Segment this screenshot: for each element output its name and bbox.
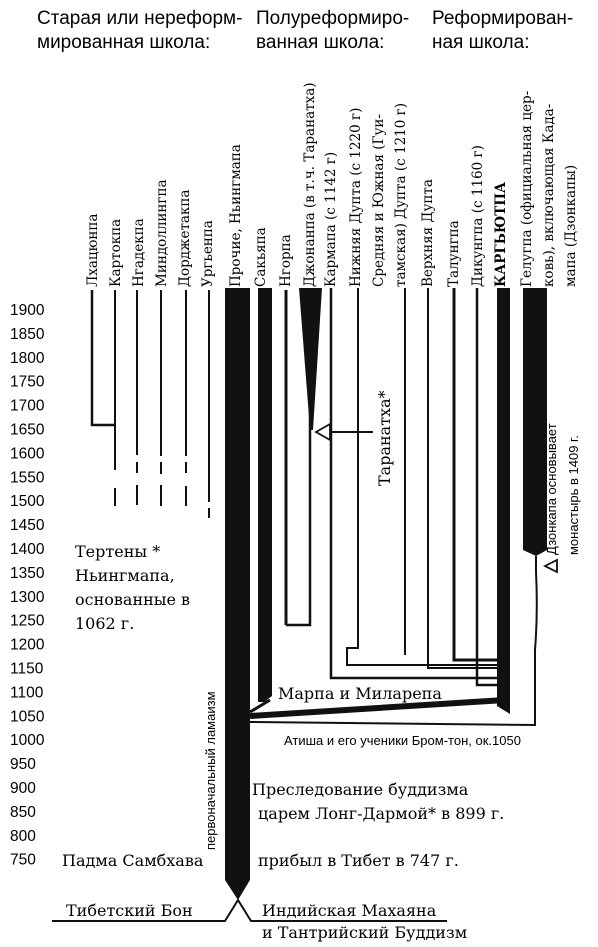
header-semi-reformed-line1: Полуреформиро-	[256, 8, 409, 29]
note-marpa-milarepa: Марпа и Миларепа	[278, 684, 442, 703]
label-urgyenpa: Ургьенпа	[200, 220, 216, 287]
year-label: 1500	[10, 493, 45, 510]
school-labels: Лхацюнпа Картокпа Нгадекпа Миндоллингпа …	[85, 82, 579, 287]
note-atisha: Атиша и его ученики Бром-тон, ок.1050	[284, 733, 521, 748]
note-padmasambhava: Падма Самбхава	[62, 851, 204, 870]
year-label: 1000	[10, 732, 45, 749]
label-upper-drukpa: Верхняя Дупта	[420, 179, 436, 287]
note-tsongkhapa-2: монастырь в 1409 г.	[566, 435, 581, 555]
year-label: 1250	[10, 613, 45, 630]
lineage-upper-drukpa	[427, 288, 500, 669]
note-tertons-1: Тертены *	[75, 542, 160, 561]
nyingma-lineages	[90, 290, 210, 518]
main-trunk	[52, 288, 447, 922]
year-label: 1450	[10, 517, 45, 534]
label-karmapa: Кармапа (с 1142 г)	[323, 152, 339, 287]
gelug-kadam-link	[249, 556, 538, 727]
lineage-karmapa	[329, 288, 500, 680]
year-label: 1350	[10, 565, 45, 582]
year-label: 1900	[10, 302, 45, 319]
year-label: 850	[10, 804, 36, 821]
lineage-lower-drukpa	[346, 288, 500, 666]
label-other-nyingma: Прочие, Ньингмапа	[228, 144, 244, 287]
label-talungpa: Талунгпа	[446, 220, 462, 287]
label-ngor: Нгорпа	[278, 234, 294, 287]
column-headers: Старая или нереформ- мированная школа: П…	[37, 8, 573, 53]
header-reformed-line1: Реформирован-	[432, 8, 573, 29]
label-middle-southern-drukpa-1: Средняя и Южная (Гуи-	[371, 114, 387, 287]
note-persecution-2: царем Лонг-Дармой* в 899 г.	[258, 804, 504, 823]
year-label: 1400	[10, 541, 45, 558]
taranatha-arrow-icon	[314, 422, 331, 442]
year-label: 1600	[10, 445, 45, 462]
year-label: 900	[10, 780, 36, 797]
note-tertons-4: 1062 г.	[75, 614, 134, 633]
year-label: 1650	[10, 422, 45, 439]
label-middle-southern-drukpa-2: тамская) Дупта (с 1210 г)	[393, 103, 409, 287]
header-old-school-line2: мированная школа:	[37, 32, 210, 53]
year-label: 750	[10, 852, 36, 869]
note-mahayana-2: и Тантрийский Буддизм	[262, 923, 467, 942]
year-label: 1800	[10, 350, 45, 367]
label-kartokpa: Картокпа	[108, 219, 124, 287]
gelug-branch	[249, 288, 547, 727]
annotations: Тертены * Ньингмапа, основанные в 1062 г…	[62, 390, 581, 942]
kagyu-branch-link	[249, 697, 506, 719]
label-gelug-3: мапа (Дзонкапы)	[563, 165, 579, 287]
header-reformed-line2: ная школа:	[432, 32, 529, 53]
label-jonang: Джонанпа (в т.ч. Таранатха)	[302, 82, 318, 287]
year-label: 1700	[10, 398, 45, 415]
note-early-lamaism: первоначальный ламаизм	[203, 691, 218, 850]
note-tibetan-bon: Тибетский Бон	[66, 901, 193, 920]
year-label: 1100	[10, 684, 44, 701]
year-label: 1750	[10, 374, 45, 391]
trunk-sakya	[258, 288, 272, 702]
bon-mahayana-base	[52, 898, 447, 922]
lineage-lkhatsyunpa	[90, 290, 115, 427]
note-taranatha: Таранатха*	[375, 390, 394, 486]
trunk-nyingma	[225, 288, 250, 900]
label-dorjetakpa: Дорджетакпа	[177, 190, 193, 287]
jonang-stem	[286, 288, 312, 627]
header-old-school-line1: Старая или нереформ-	[37, 8, 242, 29]
year-label: 1050	[10, 708, 45, 725]
kagyu-lineages	[329, 288, 500, 687]
note-mahayana-1: Индийская Махаяна	[262, 901, 437, 920]
note-tsongkhapa-1: Дзонкапа основывает	[544, 423, 559, 555]
year-label: 1200	[10, 637, 45, 654]
label-ngadekpa: Нгадекпа	[131, 218, 147, 287]
sakya-branches	[249, 288, 288, 714]
note-persecution-1: Преследование буддизма	[252, 780, 469, 799]
label-mindrolling: Миндоллингпа	[154, 179, 170, 287]
label-sakya: Сакьяпа	[253, 227, 269, 287]
label-lower-drukpa: Нижняя Дупта (с 1220 г)	[348, 108, 364, 287]
label-lkhatsyunpa: Лхацюнпа	[85, 214, 101, 287]
year-label: 1300	[10, 589, 45, 606]
header-semi-reformed-line2: ванная школа:	[256, 32, 384, 53]
lineage-talungpa	[452, 288, 500, 662]
trunk-kagyu	[497, 288, 510, 714]
year-axis: 1900 1850 1800 1750 1700 1650 1600 1550 1500 1450…	[10, 302, 45, 869]
trunk-gelug	[523, 288, 547, 556]
label-drikungpa: Дикунгпа (с 1160 г)	[470, 145, 486, 287]
note-tertons-3: основанные в	[75, 590, 190, 609]
note-tertons-2: Ньингмапа,	[75, 566, 175, 585]
label-gelug-1: Гелугпа (официальная цер-	[519, 91, 535, 287]
year-label: 1850	[10, 326, 45, 343]
year-label: 1150	[10, 661, 44, 678]
tsongkhapa-arrow-icon	[542, 558, 558, 574]
year-label: 800	[10, 828, 36, 845]
note-arrival: прибыл в Тибет в 747 г.	[258, 851, 459, 870]
year-label: 1550	[10, 469, 45, 486]
year-label: 950	[10, 756, 36, 773]
label-gelug-2: ковь), включающая Када-	[541, 104, 557, 287]
sakya-branch-link	[249, 698, 271, 714]
lineage-drikungpa	[475, 288, 500, 687]
label-kagyu: КАРГЬЮТПА	[493, 182, 509, 287]
